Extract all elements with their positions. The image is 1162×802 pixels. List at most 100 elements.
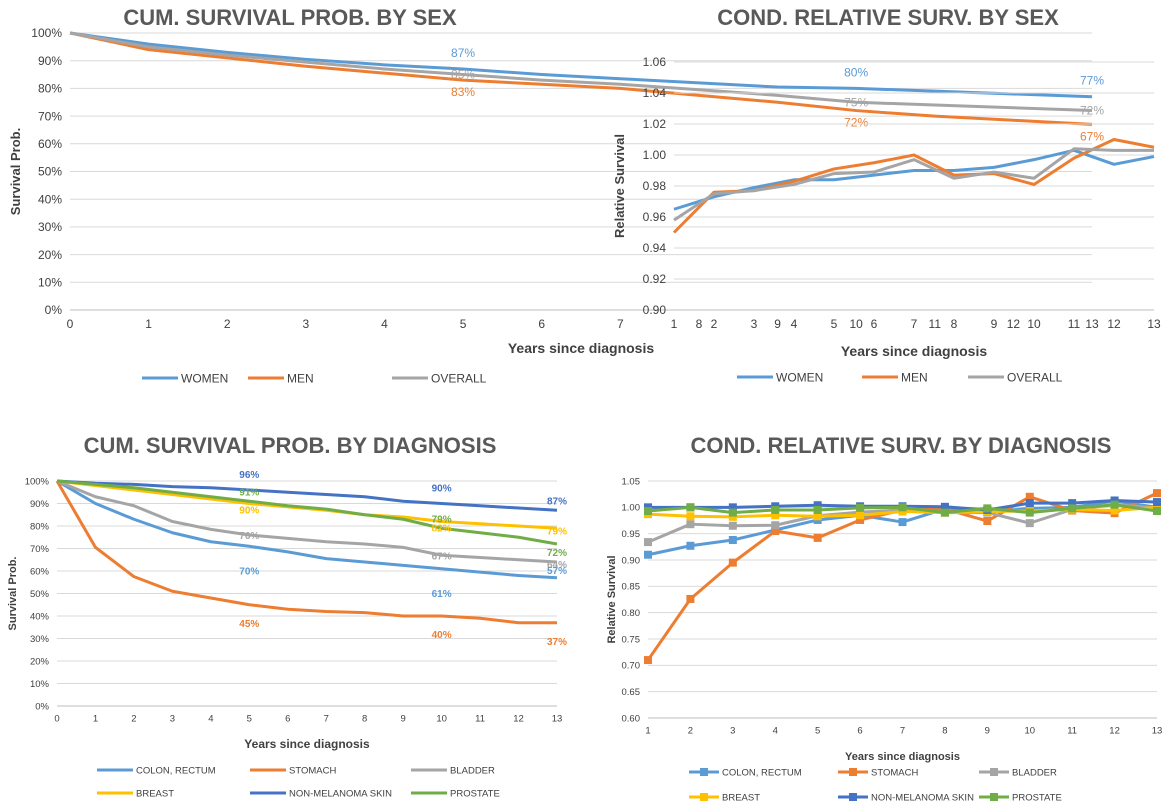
- y-axis-label: Survival Prob.: [7, 557, 19, 631]
- data-point: [983, 517, 992, 526]
- x-tick-label: 11: [1068, 317, 1081, 331]
- x-tick-label: 1: [671, 317, 678, 331]
- legend-label: BREAST: [136, 788, 174, 799]
- legend-marker: [990, 768, 998, 776]
- data-point: [856, 515, 865, 524]
- x-tick-label: 7: [324, 714, 329, 725]
- data-point: [1025, 492, 1034, 501]
- legend-label: PROSTATE: [450, 788, 500, 799]
- y-tick-label: 0.90: [622, 555, 641, 566]
- legend-label: MEN: [901, 370, 928, 384]
- x-tick-label: 11: [1067, 726, 1077, 737]
- y-axis-label: Relative Survival: [612, 134, 627, 238]
- x-tick-label: 12: [513, 714, 524, 725]
- data-point: [686, 512, 695, 521]
- x-tick-label: 12: [1107, 317, 1121, 331]
- x-tick-label: 9: [774, 317, 781, 331]
- x-tick-label: 2: [711, 317, 718, 331]
- series-line-bladder: [56, 479, 558, 564]
- x-tick-label: 5: [815, 726, 820, 737]
- x-tick-label: 5: [247, 714, 252, 725]
- data-label: 90%: [239, 506, 259, 517]
- x-tick-label: 13: [552, 714, 563, 725]
- x-tick-label: 7: [900, 726, 905, 737]
- x-tick-label: 7: [617, 317, 624, 331]
- data-label: 67%: [1080, 129, 1104, 143]
- legend-marker: [849, 768, 857, 776]
- y-tick-label: 1.00: [622, 503, 641, 514]
- data-label: 79%: [432, 514, 452, 525]
- y-tick-label: 1.05: [622, 476, 641, 487]
- y-tick-label: 20%: [38, 248, 62, 262]
- y-tick-label: 20%: [30, 656, 50, 667]
- series-line-stomach: [55, 480, 557, 625]
- legend-marker: [700, 768, 708, 776]
- x-axis-label: Years since diagnosis: [508, 340, 655, 356]
- data-label: 83%: [451, 85, 475, 99]
- data-point: [728, 508, 737, 517]
- legend-marker: [700, 793, 708, 801]
- y-tick-label: 0.94: [643, 241, 667, 255]
- y-tick-label: 0.95: [622, 529, 641, 540]
- x-tick-label: 12: [1109, 726, 1120, 737]
- legend-label: OVERALL: [431, 371, 487, 385]
- y-tick-label: 0.65: [622, 687, 641, 698]
- data-point: [686, 503, 695, 512]
- y-tick-label: 1.00: [643, 148, 667, 162]
- data-point: [1153, 507, 1161, 516]
- data-label: 76%: [239, 531, 259, 542]
- data-point: [771, 527, 780, 536]
- data-point: [728, 503, 737, 512]
- data-label: 79%: [547, 526, 567, 537]
- y-tick-label: 10%: [30, 679, 50, 690]
- legend-label: OVERALL: [1007, 370, 1063, 384]
- x-tick-label: 6: [285, 714, 290, 725]
- x-tick-label: 9: [401, 714, 406, 725]
- x-tick-label: 5: [831, 317, 838, 331]
- data-point: [1025, 508, 1034, 517]
- y-tick-label: 30%: [30, 634, 50, 645]
- chart-2: COND. RELATIVE SURV. BY SEX 0.90 0.92 0.94 0…: [612, 5, 1161, 384]
- data-point: [813, 501, 822, 510]
- y-tick-label: 90%: [38, 54, 62, 68]
- y-tick-label: 1.06: [643, 55, 667, 69]
- data-label: 67%: [432, 551, 452, 562]
- y-tick-label: 70%: [30, 544, 50, 555]
- data-point: [644, 550, 652, 559]
- data-point: [728, 558, 737, 567]
- x-tick-label: 1: [145, 317, 152, 331]
- chart-title: COND. RELATIVE SURV. BY SEX: [717, 5, 1059, 30]
- legend: COLON, RECTUM STOMACH BLADDER BREAST NON-MEL…: [689, 767, 1062, 802]
- data-label: 40%: [432, 630, 452, 641]
- data-point: [1110, 500, 1119, 509]
- x-tick-label: 4: [381, 317, 388, 331]
- x-tick-label: 2: [224, 317, 231, 331]
- x-tick-label: 13: [1085, 317, 1099, 331]
- x-tick-label: 12: [1007, 317, 1021, 331]
- y-tick-label: 0%: [35, 701, 49, 712]
- chart-3: CUM. SURVIVAL PROB. BY DIAGNOSIS 0% 10% 20%…: [7, 433, 567, 799]
- x-tick-label: 2: [688, 726, 693, 737]
- legend-marker: [990, 793, 998, 801]
- legend-label: BLADDER: [450, 765, 495, 776]
- x-tick-label: 2: [131, 714, 136, 725]
- data-label: 87%: [451, 46, 475, 60]
- x-tick-label: 11: [475, 714, 485, 725]
- data-label: 70%: [239, 566, 259, 577]
- data-point: [898, 507, 907, 516]
- series-line-women: [69, 31, 1093, 99]
- data-point: [1110, 496, 1119, 505]
- series-line-overall: [69, 31, 1093, 113]
- x-tick-label: 11: [929, 317, 942, 331]
- x-tick-label: 9: [985, 726, 990, 737]
- x-tick-label: 10: [1027, 317, 1041, 331]
- y-tick-label: 100%: [31, 26, 62, 40]
- y-tick-label: 0.80: [622, 608, 641, 619]
- y-tick-label: 1.04: [643, 86, 667, 100]
- legend-label: BREAST: [722, 792, 760, 802]
- y-tick-label: 0.90: [643, 303, 667, 317]
- data-point: [728, 521, 737, 530]
- x-axis-label: Years since diagnosis: [841, 343, 988, 359]
- legend-label: NON-MELANOMA SKIN: [289, 788, 392, 799]
